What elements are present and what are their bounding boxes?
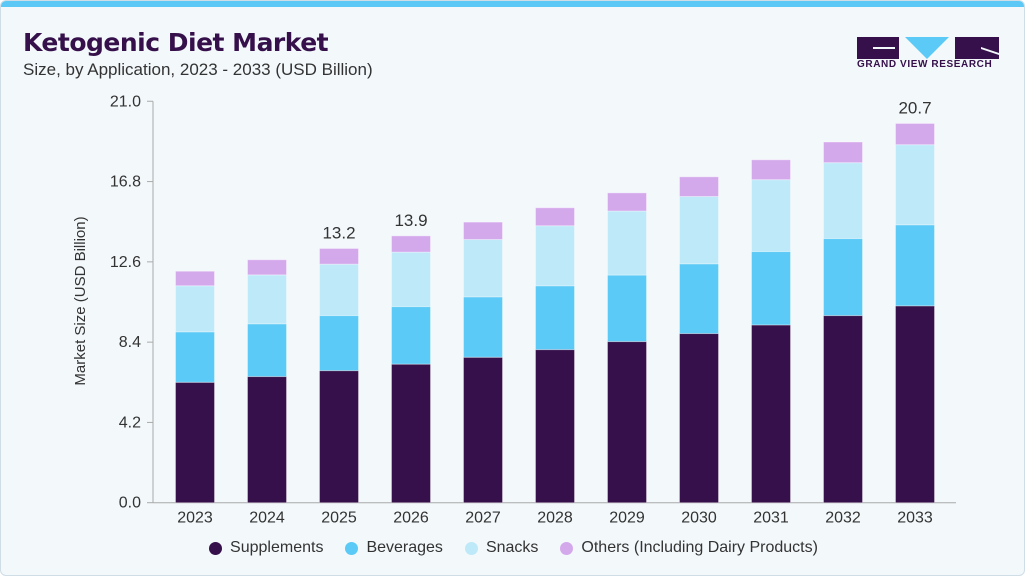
bar-segment-supplements-2031 bbox=[751, 324, 791, 504]
x-tick-label: 2023 bbox=[177, 510, 213, 527]
x-tick-label: 2029 bbox=[609, 510, 645, 527]
bar-segment-supplements-2029 bbox=[607, 341, 647, 504]
top-accent-stripe bbox=[1, 1, 1024, 7]
bar-segment-beverages-2027 bbox=[463, 296, 503, 358]
legend-label: Others (Including Dairy Products) bbox=[581, 539, 818, 556]
bar-segment-snacks-2028 bbox=[535, 225, 575, 287]
logo-text: GRAND VIEW RESEARCH bbox=[857, 59, 993, 70]
bar-segment-snacks-2029 bbox=[607, 210, 647, 276]
y-axis-label: Market Size (USD Billion) bbox=[72, 216, 89, 385]
bar-segment-supplements-2026 bbox=[391, 363, 431, 504]
data-label: 13.2 bbox=[322, 223, 355, 242]
chart-subtitle: Size, by Application, 2023 - 2033 (USD B… bbox=[23, 60, 373, 79]
data-label: 20.7 bbox=[898, 98, 931, 117]
bar-segment-beverages-2028 bbox=[535, 285, 575, 351]
y-tick-label: 21.0 bbox=[110, 93, 141, 110]
y-tick-label: 0.0 bbox=[119, 495, 141, 512]
bar-segment-beverages-2032 bbox=[823, 238, 863, 317]
bar-segment-others-2025 bbox=[319, 247, 359, 265]
grand-view-research-logo bbox=[857, 37, 999, 59]
bar-segment-supplements-2030 bbox=[679, 333, 719, 504]
bar-segment-supplements-2027 bbox=[463, 356, 503, 504]
bar-segment-supplements-2023 bbox=[175, 381, 215, 504]
y-tick-label: 8.4 bbox=[119, 334, 141, 351]
bar-segment-beverages-2033 bbox=[895, 224, 935, 307]
x-tick-label: 2028 bbox=[537, 510, 573, 527]
data-label: 13.9 bbox=[394, 211, 427, 230]
chart-title: Ketogenic Diet Market bbox=[23, 28, 329, 57]
bar-segment-beverages-2023 bbox=[175, 331, 215, 383]
legend-label: Beverages bbox=[366, 539, 443, 556]
y-tick-label: 12.6 bbox=[110, 254, 141, 271]
bar-segment-others-2033 bbox=[895, 122, 935, 146]
bar-segment-others-2024 bbox=[247, 259, 287, 276]
bar-segment-snacks-2030 bbox=[679, 195, 719, 265]
chart-legend: Supplements Beverages Snacks Others (Includ… bbox=[1, 539, 1024, 557]
bar-segment-supplements-2033 bbox=[895, 305, 935, 504]
bar-segment-snacks-2031 bbox=[751, 179, 791, 253]
bar-segment-snacks-2027 bbox=[463, 238, 503, 298]
legend-item: Snacks bbox=[464, 539, 539, 557]
legend-marker bbox=[560, 541, 574, 555]
bar-segment-beverages-2031 bbox=[751, 251, 791, 326]
bar-segment-beverages-2029 bbox=[607, 274, 647, 343]
bar-segment-snacks-2032 bbox=[823, 162, 863, 240]
bar-segment-supplements-2024 bbox=[247, 376, 287, 504]
legend-item: Supplements bbox=[209, 539, 323, 557]
legend-item: Beverages bbox=[345, 539, 443, 557]
bar-segment-snacks-2026 bbox=[391, 251, 431, 308]
bar-segment-supplements-2025 bbox=[319, 370, 359, 504]
legend-label: Snacks bbox=[485, 539, 539, 556]
x-tick-label: 2031 bbox=[753, 510, 789, 527]
legend-marker bbox=[464, 541, 478, 555]
x-tick-label: 2030 bbox=[681, 510, 717, 527]
bar-segment-others-2029 bbox=[607, 192, 647, 212]
bar-segment-beverages-2026 bbox=[391, 306, 431, 365]
bar-segment-others-2026 bbox=[391, 235, 431, 253]
x-tick-label: 2027 bbox=[465, 510, 501, 527]
y-tick-label: 16.8 bbox=[110, 174, 141, 191]
legend-label: Supplements bbox=[230, 539, 324, 556]
bar-segment-beverages-2025 bbox=[319, 315, 359, 372]
bar-segment-beverages-2024 bbox=[247, 323, 287, 378]
x-tick-label: 2026 bbox=[393, 510, 429, 527]
legend-marker bbox=[345, 541, 359, 555]
bar-segment-others-2032 bbox=[823, 141, 863, 164]
bar-segment-beverages-2030 bbox=[679, 263, 719, 335]
x-tick-label: 2024 bbox=[249, 510, 285, 527]
legend-item: Others (Including Dairy Products) bbox=[560, 539, 818, 557]
bar-segment-supplements-2028 bbox=[535, 349, 575, 504]
bar-segment-others-2030 bbox=[679, 176, 719, 197]
bar-segment-snacks-2025 bbox=[319, 263, 359, 317]
bar-segment-snacks-2023 bbox=[175, 285, 215, 333]
legend-marker bbox=[209, 541, 223, 555]
y-tick-label: 4.2 bbox=[119, 414, 141, 431]
bar-segment-others-2028 bbox=[535, 207, 575, 227]
bar-segment-others-2027 bbox=[463, 221, 503, 240]
bar-segment-snacks-2024 bbox=[247, 274, 287, 325]
bar-segment-snacks-2033 bbox=[895, 144, 935, 226]
bar-segment-supplements-2032 bbox=[823, 315, 863, 504]
x-tick-label: 2025 bbox=[321, 510, 357, 527]
bar-segment-others-2031 bbox=[751, 159, 791, 181]
x-tick-label: 2032 bbox=[825, 510, 861, 527]
x-tick-label: 2033 bbox=[897, 510, 933, 527]
bar-segment-others-2023 bbox=[175, 270, 215, 287]
